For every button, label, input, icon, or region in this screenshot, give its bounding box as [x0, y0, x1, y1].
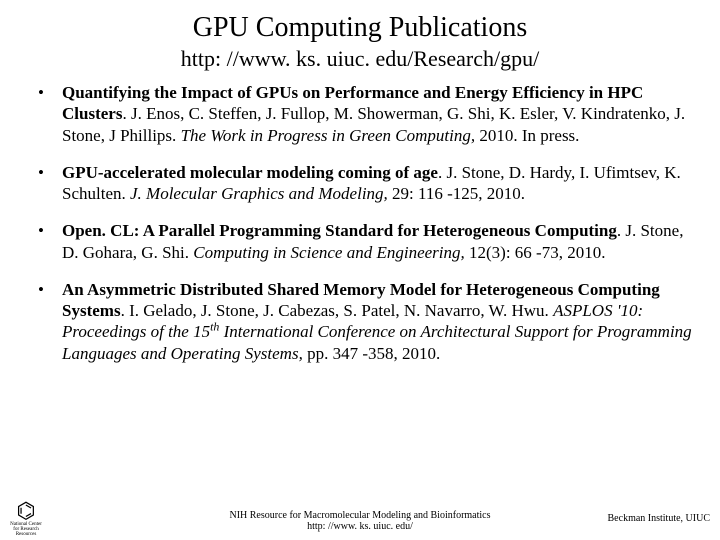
- slide-container: GPU Computing Publications http: //www. …: [0, 0, 720, 540]
- pub-venue: J. Molecular Graphics and Modeling,: [130, 184, 388, 203]
- publication-item: Quantifying the Impact of GPUs on Perfor…: [32, 82, 696, 146]
- pub-tail: 12(3): 66 -73, 2010.: [465, 243, 606, 262]
- pub-venue: The Work in Progress in Green Computing,: [181, 126, 476, 145]
- pub-title: GPU-accelerated molecular modeling comin…: [62, 163, 438, 182]
- slide-title: GPU Computing Publications: [24, 12, 696, 44]
- pub-authors: . I. Gelado, J. Stone, J. Cabezas, S. Pa…: [121, 301, 554, 320]
- pub-tail: 29: 116 -125, 2010.: [388, 184, 525, 203]
- slide-subtitle: http: //www. ks. uiuc. edu/Research/gpu/: [24, 46, 696, 72]
- pub-title: Open. CL: A Parallel Programming Standar…: [62, 221, 617, 240]
- publication-item: GPU-accelerated molecular modeling comin…: [32, 162, 696, 205]
- pub-venue-sup: th: [210, 320, 219, 334]
- footer-right: Beckman Institute, UIUC: [608, 513, 710, 524]
- pub-venue: Computing in Science and Engineering,: [193, 243, 464, 262]
- publication-list: Quantifying the Impact of GPUs on Perfor…: [24, 82, 696, 364]
- publication-item: An Asymmetric Distributed Shared Memory …: [32, 279, 696, 364]
- pub-tail: pp. 347 -358, 2010.: [303, 344, 440, 363]
- pub-tail: 2010. In press.: [475, 126, 579, 145]
- publication-item: Open. CL: A Parallel Programming Standar…: [32, 220, 696, 263]
